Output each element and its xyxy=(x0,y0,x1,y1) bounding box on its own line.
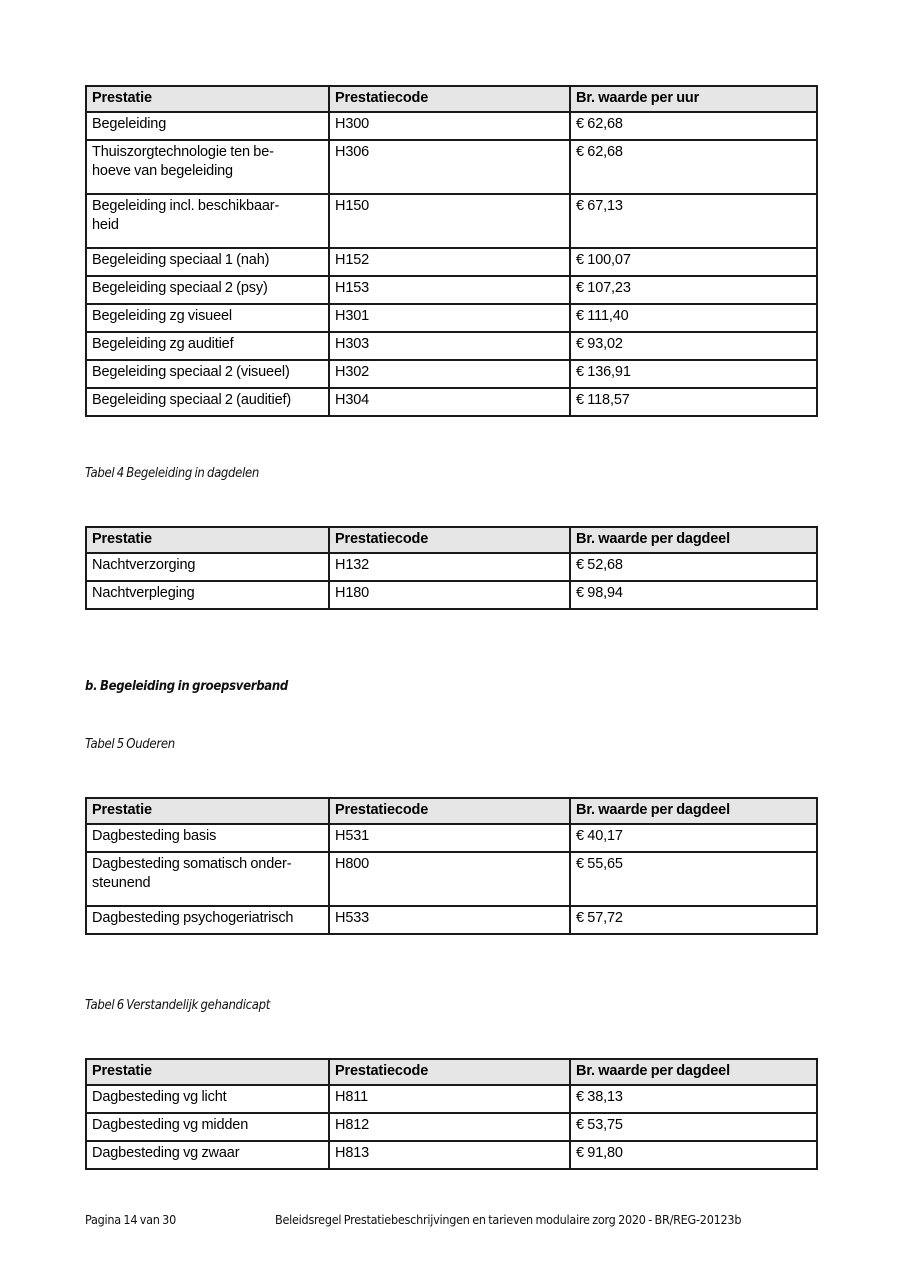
table-row: Begeleiding zg visueel H301 € 111,40 xyxy=(85,302,818,333)
table-row: Begeleiding speciaal 2 (auditief) H304 €… xyxy=(85,386,818,417)
cell-waarde: € 118,57 xyxy=(569,386,818,417)
table-ouderen: Prestatie Prestatiecode Br. waarde per d… xyxy=(85,797,818,935)
column-header-prestatie: Prestatie xyxy=(85,797,330,825)
table-row: Begeleiding zg auditief H303 € 93,02 xyxy=(85,330,818,361)
cell-waarde: € 111,40 xyxy=(569,302,818,333)
table-row: Dagbesteding vg licht H811 € 38,13 xyxy=(85,1083,818,1114)
cell-prestatie: Dagbesteding somatisch onder-steunend xyxy=(85,850,330,907)
table-row: Dagbesteding vg midden H812 € 53,75 xyxy=(85,1111,818,1142)
cell-prestatiecode: H303 xyxy=(328,330,571,361)
cell-prestatiecode: H812 xyxy=(328,1111,571,1142)
cell-prestatiecode: H153 xyxy=(328,274,571,305)
footer-page-number: Pagina 14 van 30 xyxy=(85,1212,176,1227)
table-verstandelijk-gehandicapt: Prestatie Prestatiecode Br. waarde per d… xyxy=(85,1058,818,1170)
column-header-bruto-waarde: Br. waarde per dagdeel xyxy=(569,1058,818,1086)
cell-prestatie: Nachtverzorging xyxy=(85,551,330,582)
caption-tabel-5: Tabel 5 Ouderen xyxy=(85,737,175,752)
column-header-bruto-waarde: Br. waarde per uur xyxy=(569,85,818,113)
footer-document-title: Beleidsregel Prestatiebeschrijvingen en … xyxy=(275,1212,742,1227)
cell-prestatiecode: H152 xyxy=(328,246,571,277)
table-row: Thuiszorgtechnologie ten be-hoeve van be… xyxy=(85,138,818,195)
cell-waarde: € 53,75 xyxy=(569,1111,818,1142)
cell-prestatiecode: H180 xyxy=(328,579,571,610)
cell-waarde: € 100,07 xyxy=(569,246,818,277)
column-header-prestatiecode: Prestatiecode xyxy=(328,797,571,825)
table-header-row: Prestatie Prestatiecode Br. waarde per d… xyxy=(85,1058,818,1086)
column-header-prestatie: Prestatie xyxy=(85,1058,330,1086)
cell-prestatie: Begeleiding incl. beschikbaar-heid xyxy=(85,192,330,249)
cell-waarde: € 107,23 xyxy=(569,274,818,305)
cell-prestatie: Dagbesteding psychogeriatrisch xyxy=(85,904,330,935)
cell-prestatiecode: H811 xyxy=(328,1083,571,1114)
column-header-prestatie: Prestatie xyxy=(85,526,330,554)
table-row: Nachtverpleging H180 € 98,94 xyxy=(85,579,818,610)
cell-waarde: € 93,02 xyxy=(569,330,818,361)
table-row: Begeleiding H300 € 62,68 xyxy=(85,110,818,141)
caption-tabel-4: Tabel 4 Begeleiding in dagdelen xyxy=(85,466,260,481)
cell-prestatiecode: H150 xyxy=(328,192,571,249)
cell-prestatiecode: H301 xyxy=(328,302,571,333)
cell-prestatie: Begeleiding zg visueel xyxy=(85,302,330,333)
cell-prestatie: Thuiszorgtechnologie ten be-hoeve van be… xyxy=(85,138,330,195)
cell-prestatiecode: H304 xyxy=(328,386,571,417)
table-row: Begeleiding speciaal 1 (nah) H152 € 100,… xyxy=(85,246,818,277)
table-row: Begeleiding incl. beschikbaar-heid H150 … xyxy=(85,192,818,249)
section-heading-b: b. Begeleiding in groepsverband xyxy=(85,679,288,694)
cell-waarde: € 57,72 xyxy=(569,904,818,935)
cell-waarde: € 91,80 xyxy=(569,1139,818,1170)
caption-tabel-6: Tabel 6 Verstandelijk gehandicapt xyxy=(85,998,271,1013)
table-row: Dagbesteding basis H531 € 40,17 xyxy=(85,822,818,853)
cell-prestatie: Dagbesteding vg midden xyxy=(85,1111,330,1142)
cell-prestatiecode: H531 xyxy=(328,822,571,853)
cell-prestatie: Dagbesteding vg zwaar xyxy=(85,1139,330,1170)
cell-prestatie: Begeleiding speciaal 2 (visueel) xyxy=(85,358,330,389)
cell-waarde: € 136,91 xyxy=(569,358,818,389)
table-header-row: Prestatie Prestatiecode Br. waarde per u… xyxy=(85,85,818,113)
cell-prestatiecode: H132 xyxy=(328,551,571,582)
table-begeleiding-per-uur: Prestatie Prestatiecode Br. waarde per u… xyxy=(85,85,818,417)
cell-prestatie: Dagbesteding basis xyxy=(85,822,330,853)
column-header-prestatiecode: Prestatiecode xyxy=(328,1058,571,1086)
cell-prestatie: Dagbesteding vg licht xyxy=(85,1083,330,1114)
cell-prestatie: Begeleiding speciaal 2 (psy) xyxy=(85,274,330,305)
table-begeleiding-in-dagdelen: Prestatie Prestatiecode Br. waarde per d… xyxy=(85,526,818,610)
cell-prestatie: Begeleiding xyxy=(85,110,330,141)
column-header-bruto-waarde: Br. waarde per dagdeel xyxy=(569,526,818,554)
cell-prestatie: Nachtverpleging xyxy=(85,579,330,610)
cell-prestatiecode: H800 xyxy=(328,850,571,907)
page-footer: Pagina 14 van 30 Beleidsregel Prestatiebe… xyxy=(85,1212,825,1227)
table-row: Nachtverzorging H132 € 52,68 xyxy=(85,551,818,582)
column-header-bruto-waarde: Br. waarde per dagdeel xyxy=(569,797,818,825)
table-row: Begeleiding speciaal 2 (psy) H153 € 107,… xyxy=(85,274,818,305)
table-row: Dagbesteding vg zwaar H813 € 91,80 xyxy=(85,1139,818,1170)
cell-prestatiecode: H300 xyxy=(328,110,571,141)
cell-waarde: € 98,94 xyxy=(569,579,818,610)
column-header-prestatiecode: Prestatiecode xyxy=(328,85,571,113)
cell-waarde: € 52,68 xyxy=(569,551,818,582)
cell-prestatiecode: H306 xyxy=(328,138,571,195)
table-row: Dagbesteding psychogeriatrisch H533 € 57… xyxy=(85,904,818,935)
cell-waarde: € 62,68 xyxy=(569,110,818,141)
cell-prestatie: Begeleiding speciaal 1 (nah) xyxy=(85,246,330,277)
cell-waarde: € 55,65 xyxy=(569,850,818,907)
table-row: Begeleiding speciaal 2 (visueel) H302 € … xyxy=(85,358,818,389)
cell-prestatiecode: H302 xyxy=(328,358,571,389)
cell-waarde: € 40,17 xyxy=(569,822,818,853)
column-header-prestatiecode: Prestatiecode xyxy=(328,526,571,554)
cell-prestatie: Begeleiding speciaal 2 (auditief) xyxy=(85,386,330,417)
cell-prestatiecode: H533 xyxy=(328,904,571,935)
cell-waarde: € 62,68 xyxy=(569,138,818,195)
cell-waarde: € 38,13 xyxy=(569,1083,818,1114)
cell-waarde: € 67,13 xyxy=(569,192,818,249)
column-header-prestatie: Prestatie xyxy=(85,85,330,113)
cell-prestatie: Begeleiding zg auditief xyxy=(85,330,330,361)
cell-prestatiecode: H813 xyxy=(328,1139,571,1170)
table-header-row: Prestatie Prestatiecode Br. waarde per d… xyxy=(85,797,818,825)
table-header-row: Prestatie Prestatiecode Br. waarde per d… xyxy=(85,526,818,554)
table-row: Dagbesteding somatisch onder-steunend H8… xyxy=(85,850,818,907)
